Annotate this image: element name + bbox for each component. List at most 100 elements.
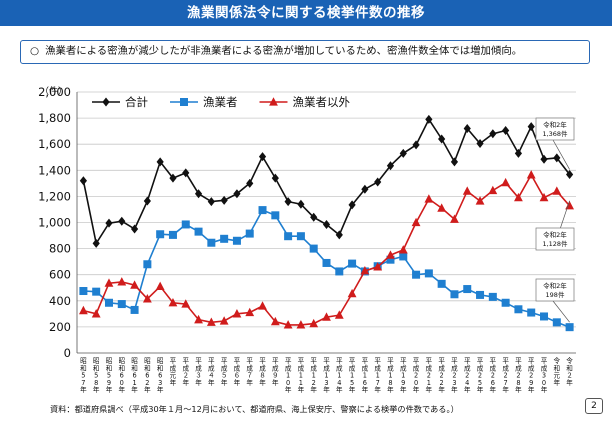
data-point — [130, 305, 139, 314]
x-tick-label: 平成２年 — [182, 357, 189, 387]
data-point — [181, 220, 190, 229]
data-point — [502, 125, 510, 135]
data-point — [476, 139, 484, 149]
series-line-3 — [83, 173, 571, 326]
data-point — [309, 244, 318, 253]
data-point — [92, 287, 101, 296]
x-tick-label: 平成 1 6 年 — [362, 357, 369, 394]
data-point — [194, 227, 203, 236]
x-tick-label: 平成 2 4 年 — [464, 357, 471, 394]
data-point — [552, 186, 562, 195]
data-point — [79, 287, 88, 296]
data-point — [488, 185, 498, 195]
data-point — [233, 189, 241, 199]
line-chart: 0 200 400 600 800 1,000 1,200 1,400 1,600 1,800 2,… — [38, 85, 576, 394]
x-tick-label: 平成 2 1 年 — [426, 357, 433, 394]
data-point — [399, 252, 408, 261]
data-point — [489, 129, 497, 139]
data-point — [488, 292, 497, 301]
data-point — [271, 173, 279, 183]
data-point — [462, 186, 472, 195]
summary-box: ○ 漁業者による密漁が減少したが非漁業者による密漁が増加しているため、密漁件数全体… — [20, 40, 590, 64]
circle-bullet-icon: ○ — [30, 45, 40, 57]
legend-marker — [180, 98, 188, 106]
data-point — [552, 318, 561, 327]
data-point — [374, 177, 382, 187]
data-point — [501, 177, 511, 187]
data-point — [514, 305, 523, 314]
data-point — [361, 184, 369, 194]
data-point — [79, 176, 87, 186]
data-point — [425, 114, 433, 124]
x-tick-label: 平成 2 9 年 — [528, 357, 535, 394]
data-point — [130, 280, 139, 289]
callout-text: 1,128件 — [542, 239, 568, 248]
x-tick-label: 平成４年 — [208, 357, 215, 387]
data-point — [220, 234, 229, 243]
data-point — [297, 199, 305, 209]
y-tick-label: 800 — [49, 242, 71, 256]
data-point — [437, 279, 446, 288]
data-point — [168, 230, 177, 239]
x-tick-label: 平成 2 8 年 — [515, 357, 522, 394]
data-point — [527, 308, 536, 317]
data-point — [232, 236, 241, 245]
callout-text: 令和2年 — [543, 281, 567, 290]
data-point — [143, 260, 152, 269]
x-tick-label: 令和２年 — [566, 356, 573, 387]
data-point — [412, 270, 421, 279]
y-tick-label: 2,000 — [38, 85, 71, 99]
data-point — [219, 316, 229, 325]
data-point — [220, 195, 228, 205]
data-point — [438, 134, 446, 144]
x-tick-label: 昭和 6 1 年 — [131, 357, 138, 394]
data-point — [360, 265, 370, 275]
x-tick-label: 平成 1 8 年 — [387, 357, 394, 394]
callout-text: 1,368件 — [542, 129, 568, 138]
y-tick-label: 1,800 — [38, 111, 71, 125]
data-point — [117, 300, 126, 309]
x-tick-label: 平成 2 6 年 — [490, 357, 497, 394]
callout-text: 198件 — [546, 290, 565, 299]
data-point — [270, 316, 280, 326]
data-point — [310, 212, 318, 222]
data-point — [284, 197, 292, 207]
data-point — [373, 262, 383, 271]
data-point — [322, 219, 331, 229]
x-tick-label: 平成 1 9 年 — [400, 357, 407, 394]
data-point — [514, 192, 523, 202]
data-point — [156, 157, 164, 167]
data-point — [424, 269, 433, 278]
legend-label: 合計 — [125, 95, 148, 109]
x-tick-label: 平成元年 — [170, 357, 177, 387]
x-tick-label: 平成５年 — [221, 357, 228, 387]
x-tick-label: 平成 1 3 年 — [323, 357, 330, 394]
data-point — [566, 169, 574, 179]
data-point — [347, 288, 357, 298]
x-tick-label: 昭和 6 2 年 — [144, 357, 151, 394]
data-point — [450, 214, 459, 223]
x-tick-label: 平成７年 — [246, 357, 253, 387]
data-point — [194, 189, 203, 199]
data-point — [540, 154, 548, 164]
data-point — [450, 290, 459, 299]
data-point — [309, 318, 319, 328]
data-point — [105, 218, 113, 228]
data-point — [437, 203, 447, 212]
data-point — [475, 196, 485, 205]
data-point — [463, 124, 471, 134]
x-tick-label: 平成 1 4 年 — [336, 357, 343, 394]
summary-text: 漁業者による密漁が減少したが非漁業者による密漁が増加しているため、密漁件数全体で… — [45, 45, 523, 57]
data-point — [258, 206, 267, 215]
data-point — [386, 161, 395, 171]
x-tick-label: 平成 2 5 年 — [477, 357, 484, 394]
callout-leader — [552, 300, 570, 323]
y-tick-label: 1,000 — [38, 216, 71, 230]
data-point — [143, 196, 151, 206]
x-tick-label: 昭和 5 8 年 — [93, 357, 100, 394]
x-tick-label: 平成 1 7 年 — [374, 357, 381, 394]
callout-leader — [552, 139, 570, 170]
data-point — [553, 153, 561, 163]
data-point — [296, 232, 305, 241]
data-point — [476, 290, 485, 299]
